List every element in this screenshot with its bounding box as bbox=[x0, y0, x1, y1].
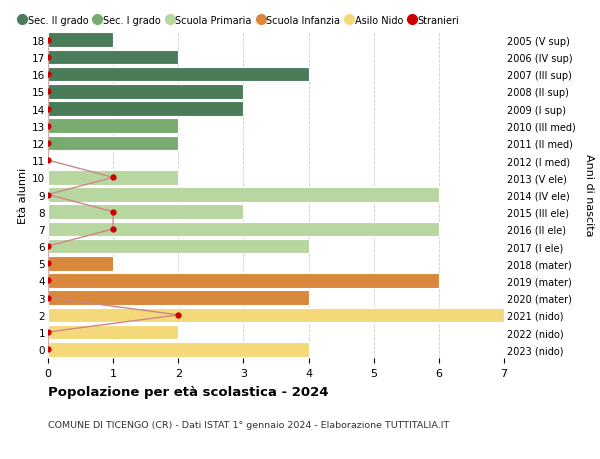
Bar bbox=[48, 34, 113, 48]
Bar bbox=[48, 222, 439, 237]
Bar bbox=[48, 239, 308, 254]
Bar bbox=[48, 257, 113, 271]
Bar bbox=[48, 136, 178, 151]
Y-axis label: Età alunni: Età alunni bbox=[18, 167, 28, 223]
Bar bbox=[48, 102, 244, 117]
Bar bbox=[48, 342, 308, 357]
Text: COMUNE DI TICENGO (CR) - Dati ISTAT 1° gennaio 2024 - Elaborazione TUTTITALIA.IT: COMUNE DI TICENGO (CR) - Dati ISTAT 1° g… bbox=[48, 420, 449, 429]
Legend: Sec. II grado, Sec. I grado, Scuola Primaria, Scuola Infanzia, Asilo Nido, Stran: Sec. II grado, Sec. I grado, Scuola Prim… bbox=[20, 16, 460, 26]
Bar bbox=[48, 325, 178, 340]
Text: Popolazione per età scolastica - 2024: Popolazione per età scolastica - 2024 bbox=[48, 386, 329, 398]
Y-axis label: Anni di nascita: Anni di nascita bbox=[584, 154, 594, 236]
Bar bbox=[48, 68, 308, 82]
Bar bbox=[48, 85, 244, 100]
Bar bbox=[48, 205, 244, 219]
Bar bbox=[48, 171, 178, 185]
Bar bbox=[48, 50, 178, 65]
Bar bbox=[48, 274, 439, 288]
Bar bbox=[48, 119, 178, 134]
Bar bbox=[48, 291, 308, 305]
Bar bbox=[48, 188, 439, 202]
Bar bbox=[48, 308, 504, 322]
